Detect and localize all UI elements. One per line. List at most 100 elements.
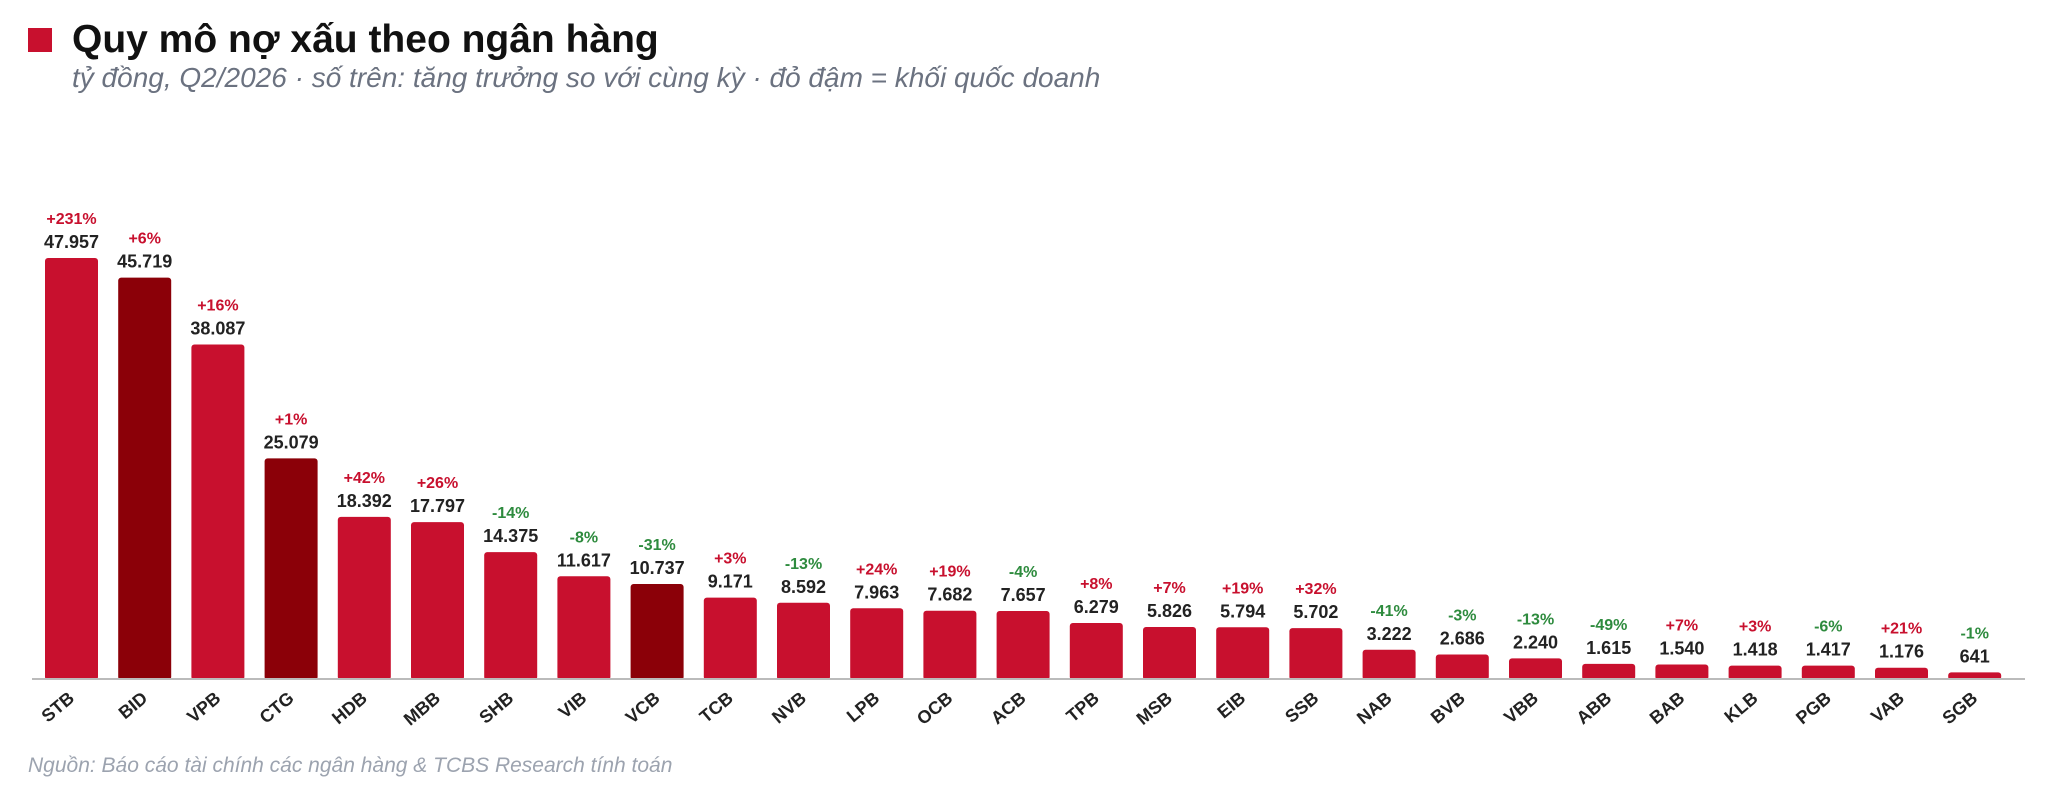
bar-mbb bbox=[411, 522, 464, 680]
bar-bvb bbox=[1435, 654, 1489, 680]
value-label-vab: 1.176 bbox=[1879, 642, 1924, 662]
bar-msb bbox=[1143, 626, 1196, 680]
tick-label-ctg: CTG bbox=[256, 688, 298, 728]
growth-label-sgb: -1% bbox=[1960, 625, 1988, 642]
growth-label-mbb: +26% bbox=[417, 475, 458, 492]
tick-label-msb: MSB bbox=[1133, 688, 1176, 729]
tick-label-lpb: LPB bbox=[843, 688, 883, 726]
bar-ocb bbox=[923, 610, 977, 680]
value-label-ctg: 25.079 bbox=[264, 432, 319, 452]
value-label-ocb: 7.682 bbox=[927, 585, 972, 605]
value-label-eib: 5.794 bbox=[1220, 601, 1265, 621]
growth-label-stb: +231% bbox=[46, 211, 96, 228]
bar-bab bbox=[1655, 664, 1709, 680]
value-label-bid: 45.719 bbox=[117, 252, 172, 272]
growth-label-ocb: +19% bbox=[929, 564, 970, 581]
value-label-shb: 14.375 bbox=[483, 526, 538, 546]
tick-label-ssb: SSB bbox=[1281, 688, 1322, 727]
tick-label-pgb: PGB bbox=[1792, 688, 1835, 728]
tick-label-nvb: NVB bbox=[768, 688, 810, 728]
bar-klb bbox=[1728, 665, 1782, 680]
growth-label-abb: -49% bbox=[1590, 617, 1627, 634]
tick-label-hdb: HDB bbox=[328, 688, 371, 728]
growth-label-bab: +7% bbox=[1666, 618, 1698, 635]
growth-label-hdb: +42% bbox=[344, 470, 385, 487]
source-note: Nguồn: Báo cáo tài chính các ngân hàng &… bbox=[28, 754, 673, 777]
growth-label-msb: +7% bbox=[1153, 580, 1185, 597]
value-label-klb: 1.418 bbox=[1733, 640, 1778, 660]
growth-label-vab: +21% bbox=[1881, 621, 1922, 638]
tick-label-bid: BID bbox=[115, 688, 152, 723]
bar-hdb bbox=[337, 516, 391, 680]
tick-label-vpb: VPB bbox=[183, 688, 224, 727]
title-marker bbox=[28, 28, 52, 52]
value-label-msb: 5.826 bbox=[1147, 601, 1192, 621]
value-label-vpb: 38.087 bbox=[190, 318, 245, 338]
tick-label-stb: STB bbox=[38, 688, 78, 726]
bar-lpb bbox=[850, 608, 904, 680]
value-label-vcb: 10.737 bbox=[630, 558, 685, 578]
tick-label-vbb: VBB bbox=[1500, 688, 1542, 728]
growth-label-lpb: +24% bbox=[856, 561, 897, 578]
growth-label-bid: +6% bbox=[128, 231, 160, 248]
tick-label-shb: SHB bbox=[475, 688, 517, 728]
tick-label-klb: KLB bbox=[1720, 688, 1761, 727]
value-label-hdb: 18.392 bbox=[337, 491, 392, 511]
bar-tpb bbox=[1069, 623, 1123, 680]
value-label-abb: 1.615 bbox=[1586, 638, 1631, 658]
growth-label-ssb: +32% bbox=[1295, 581, 1336, 598]
bar-abb bbox=[1582, 663, 1636, 680]
growth-label-shb: -14% bbox=[492, 505, 529, 522]
growth-label-vbb: -13% bbox=[1517, 611, 1554, 628]
growth-label-ctg: +1% bbox=[275, 411, 307, 428]
tick-label-vcb: VCB bbox=[622, 688, 664, 728]
bar-vcb bbox=[630, 583, 684, 680]
tick-label-tcb: TCB bbox=[696, 688, 737, 727]
tick-label-vib: VIB bbox=[555, 688, 591, 723]
bar-tcb bbox=[703, 597, 757, 680]
tick-label-abb: ABB bbox=[1573, 688, 1616, 728]
growth-label-vcb: -31% bbox=[638, 537, 675, 554]
bar-ctg bbox=[264, 458, 318, 680]
growth-label-vpb: +16% bbox=[197, 297, 238, 314]
title-row: Quy mô nợ xấu theo ngân hàng bbox=[28, 10, 659, 70]
growth-label-klb: +3% bbox=[1739, 619, 1771, 636]
growth-label-tcb: +3% bbox=[714, 551, 746, 568]
tick-label-bvb: BVB bbox=[1427, 688, 1469, 728]
bar-pgb bbox=[1801, 665, 1855, 680]
bar-eib bbox=[1216, 627, 1270, 680]
bar-vbb bbox=[1509, 658, 1562, 680]
value-label-tpb: 6.279 bbox=[1074, 597, 1119, 617]
tick-label-nab: NAB bbox=[1353, 688, 1396, 728]
bar-acb bbox=[996, 610, 1050, 680]
value-label-tcb: 9.171 bbox=[708, 572, 753, 592]
bar-nvb bbox=[777, 602, 830, 680]
tick-label-tpb: TPB bbox=[1062, 688, 1102, 726]
growth-label-tpb: +8% bbox=[1080, 576, 1112, 593]
tick-label-bab: BAB bbox=[1646, 688, 1689, 728]
tick-label-sgb: SGB bbox=[1939, 688, 1982, 728]
growth-label-bvb: -3% bbox=[1448, 607, 1476, 624]
tick-label-ocb: OCB bbox=[913, 688, 956, 729]
bar-shb bbox=[484, 552, 538, 680]
value-label-vbb: 2.240 bbox=[1513, 632, 1558, 652]
bar-ssb bbox=[1289, 628, 1343, 680]
growth-label-eib: +19% bbox=[1222, 580, 1263, 597]
value-label-acb: 7.657 bbox=[1001, 585, 1046, 605]
value-label-ssb: 5.702 bbox=[1293, 602, 1338, 622]
value-label-mbb: 17.797 bbox=[410, 496, 465, 516]
value-label-sgb: 641 bbox=[1960, 646, 1990, 666]
bar-bid bbox=[118, 277, 172, 680]
value-label-lpb: 7.963 bbox=[854, 582, 899, 602]
bar-vab bbox=[1875, 667, 1928, 680]
value-label-bvb: 2.686 bbox=[1440, 628, 1485, 648]
bar-vpb bbox=[191, 344, 245, 680]
bar-vib bbox=[557, 576, 611, 680]
growth-label-pgb: -6% bbox=[1814, 619, 1842, 636]
bar-stb bbox=[45, 258, 98, 680]
value-label-bab: 1.540 bbox=[1659, 639, 1704, 659]
tick-label-eib: EIB bbox=[1213, 688, 1249, 723]
value-label-pgb: 1.417 bbox=[1806, 640, 1851, 660]
growth-label-vib: -8% bbox=[570, 529, 598, 546]
value-label-vib: 11.617 bbox=[557, 550, 611, 570]
